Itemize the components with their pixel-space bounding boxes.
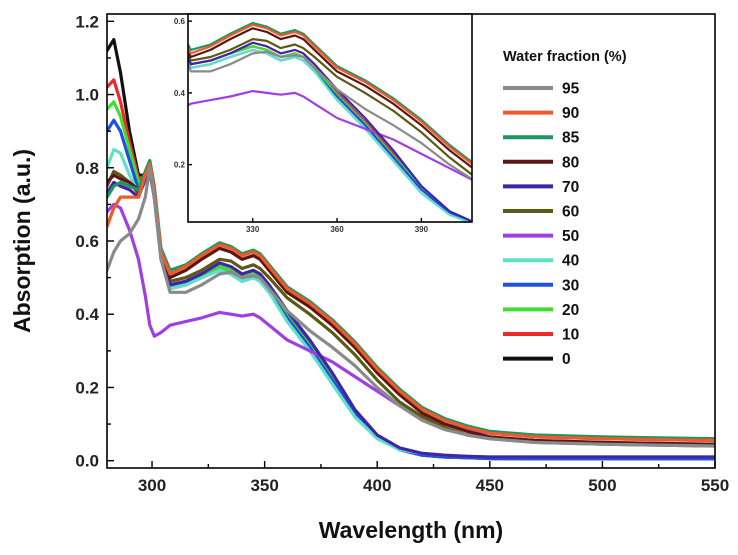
x-tick-label: 550 bbox=[701, 476, 729, 495]
inset-series-line-85 bbox=[188, 21, 472, 164]
y-tick-label: 0.0 bbox=[75, 452, 99, 471]
inset-series-line-95 bbox=[188, 50, 472, 181]
inset-series-line-70 bbox=[188, 41, 472, 222]
inset-axes: 330 360 390 0.2 0.4 0.6 bbox=[174, 17, 429, 234]
inset-series-line-20 bbox=[188, 45, 472, 222]
inset-series-line-90 bbox=[188, 23, 472, 166]
legend: Water fraction (%) 95 90 85 80 70 60 50 40 30 20 1… bbox=[503, 49, 627, 368]
legend-label-10: 10 bbox=[562, 327, 579, 344]
inset-y-tick-label: 0.4 bbox=[174, 89, 186, 98]
legend-label-70: 70 bbox=[562, 179, 579, 196]
inset-frame bbox=[187, 13, 473, 223]
x-tick-label: 350 bbox=[250, 476, 278, 495]
y-tick-label: 0.8 bbox=[75, 159, 99, 178]
inset-x-tick-label: 330 bbox=[246, 225, 260, 234]
series-line-90 bbox=[107, 162, 715, 443]
x-axis-title: Wavelength (nm) bbox=[319, 517, 503, 543]
y-axis-title: Absorption (a.u.) bbox=[9, 149, 35, 333]
x-tick-label: 450 bbox=[476, 476, 504, 495]
legend-label-90: 90 bbox=[562, 105, 579, 122]
inset-y-tick-label: 0.2 bbox=[174, 161, 186, 170]
x-tick-label: 400 bbox=[363, 476, 391, 495]
inset-series-line-50 bbox=[188, 89, 472, 181]
y-tick-label: 1.0 bbox=[75, 86, 99, 105]
x-tick-label: 300 bbox=[138, 476, 166, 495]
inset-y-tick-label: 0.6 bbox=[174, 17, 186, 26]
legend-label-60: 60 bbox=[562, 204, 579, 221]
legend-label-30: 30 bbox=[562, 277, 579, 294]
y-tick-label: 0.4 bbox=[75, 305, 99, 324]
main-series-group bbox=[107, 37, 715, 461]
legend-title: Water fraction (%) bbox=[503, 49, 627, 65]
legend-label-50: 50 bbox=[562, 228, 579, 245]
inset-series-line-40 bbox=[188, 48, 472, 222]
legend-label-20: 20 bbox=[562, 302, 579, 319]
inset-series-line-60 bbox=[188, 37, 472, 177]
legend-label-0: 0 bbox=[562, 351, 571, 368]
series-line-95 bbox=[107, 166, 715, 448]
y-tick-label: 0.6 bbox=[75, 232, 99, 251]
y-tick-label: 0.2 bbox=[75, 378, 99, 397]
inset-x-tick-label: 390 bbox=[415, 225, 429, 234]
inset-series-group bbox=[188, 21, 472, 222]
legend-label-40: 40 bbox=[562, 253, 579, 270]
y-tick-label: 1.2 bbox=[75, 12, 99, 31]
legend-label-95: 95 bbox=[562, 81, 580, 98]
x-tick-label: 500 bbox=[588, 476, 616, 495]
inset-x-tick-label: 360 bbox=[330, 225, 344, 234]
legend-label-85: 85 bbox=[562, 130, 580, 147]
inset-series-line-80 bbox=[188, 27, 472, 169]
inset-background bbox=[188, 14, 472, 222]
legend-label-80: 80 bbox=[562, 154, 579, 171]
